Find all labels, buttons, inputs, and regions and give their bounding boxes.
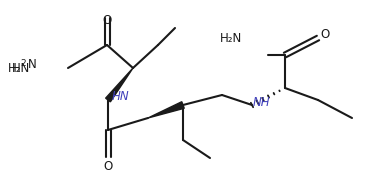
Text: O: O — [102, 14, 112, 27]
Text: O: O — [320, 27, 329, 41]
Text: HN: HN — [112, 90, 129, 103]
Text: NH: NH — [253, 95, 270, 108]
Polygon shape — [106, 68, 133, 102]
Text: O: O — [103, 160, 113, 173]
Text: H₂N: H₂N — [220, 31, 242, 45]
Text: H: H — [12, 61, 21, 74]
Text: N: N — [28, 59, 37, 71]
Text: 2: 2 — [20, 59, 26, 68]
Polygon shape — [148, 102, 184, 118]
Text: H₂N: H₂N — [8, 61, 30, 74]
